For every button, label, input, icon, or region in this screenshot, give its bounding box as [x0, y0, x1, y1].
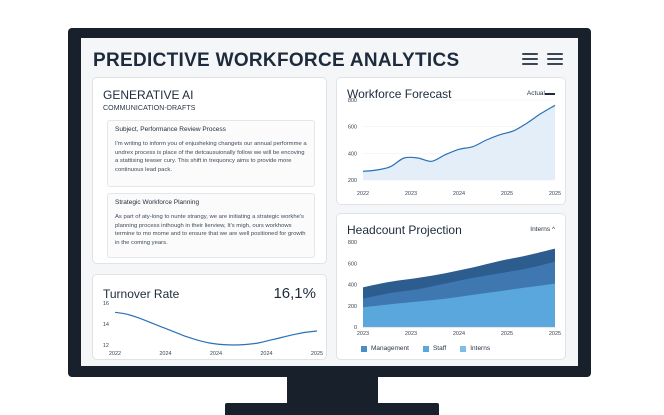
- draft-body: As part of aty-long to nunte strangy, we…: [115, 213, 307, 247]
- y-tick-label: 600: [348, 125, 357, 131]
- x-tick-label: 2025: [549, 331, 561, 337]
- card-subtitle: COMMUNICATION-DRAFTS: [103, 105, 195, 112]
- draft-subject: Strategic Workforce Planning: [115, 199, 307, 206]
- y-tick-label: 16: [103, 301, 109, 307]
- y-tick-label: 800: [348, 240, 357, 246]
- draft-body: I'm writing to inform you of enjusheking…: [115, 140, 307, 174]
- legend-item: Interns: [460, 345, 490, 352]
- x-tick-label: 2025: [311, 351, 323, 357]
- legend-label: Interns: [470, 345, 490, 352]
- x-tick-label: 2023: [405, 191, 417, 197]
- draft-message[interactable]: Subject, Performance Review Process I'm …: [107, 120, 315, 187]
- x-tick-label: 2024: [159, 351, 171, 357]
- x-tick-label: 2022: [357, 191, 369, 197]
- y-tick-label: 800: [348, 98, 357, 104]
- x-tick-label: 2024: [453, 331, 465, 337]
- series-line: [115, 312, 317, 345]
- x-tick-label: 2023: [357, 331, 369, 337]
- headcount-projection-card: Headcount Projection Interns ^ 800 600 400…: [336, 213, 566, 360]
- x-tick-label: 2025: [501, 191, 513, 197]
- legend-item: Management: [361, 345, 409, 352]
- legend-swatch: [460, 346, 466, 352]
- legend-label: Management: [371, 345, 409, 352]
- y-tick-label: 400: [348, 283, 357, 289]
- hamburger-menu-icon[interactable]: [547, 53, 563, 65]
- x-tick-label: 2024: [260, 351, 272, 357]
- x-tick-label: 2024: [453, 191, 465, 197]
- hamburger-menu-icon[interactable]: [522, 53, 538, 65]
- legend-swatch: [361, 346, 367, 352]
- legend-label: Staff: [433, 345, 446, 352]
- workforce-forecast-card: Workforce Forecast Actual 800 600 400 200 20…: [336, 77, 566, 205]
- y-tick-label: 200: [348, 178, 357, 184]
- x-tick-label: 2024: [210, 351, 222, 357]
- area-fill: [363, 105, 555, 180]
- draft-subject: Subject, Performance Review Process: [115, 126, 307, 133]
- monitor-stand-base: [225, 403, 439, 415]
- x-tick-label: 2022: [109, 351, 121, 357]
- draft-message[interactable]: Strategic Workforce Planning As part of …: [107, 193, 315, 258]
- workforce-forecast-chart: 800 600 400 200 2022 2023 2024 2025 2025: [337, 78, 567, 206]
- card-title: GENERATIVE AI: [103, 88, 193, 102]
- y-tick-label: 14: [103, 322, 109, 328]
- y-tick-label: 600: [348, 261, 357, 267]
- x-tick-label: 2025: [549, 191, 561, 197]
- monitor-stand-neck: [287, 377, 378, 405]
- y-tick-label: 400: [348, 151, 357, 157]
- y-tick-label: 200: [348, 304, 357, 310]
- turnover-rate-card: Turnover Rate 16,1% 16 14 12 2022 2024 2024 20…: [92, 274, 327, 360]
- dashboard-screen: PREDICTIVE WORKFORCE ANALYTICS GENERATIV…: [81, 38, 578, 366]
- x-tick-label: 2023: [405, 331, 417, 337]
- page-title: PREDICTIVE WORKFORCE ANALYTICS: [93, 50, 460, 72]
- x-tick-label: 2025: [501, 331, 513, 337]
- generative-ai-card: GENERATIVE AI COMMUNICATION-DRAFTS Subje…: [92, 77, 327, 264]
- headcount-legend: Management Staff Interns: [361, 345, 490, 352]
- legend-swatch: [423, 346, 429, 352]
- legend-item: Staff: [423, 345, 446, 352]
- y-tick-label: 12: [103, 343, 109, 349]
